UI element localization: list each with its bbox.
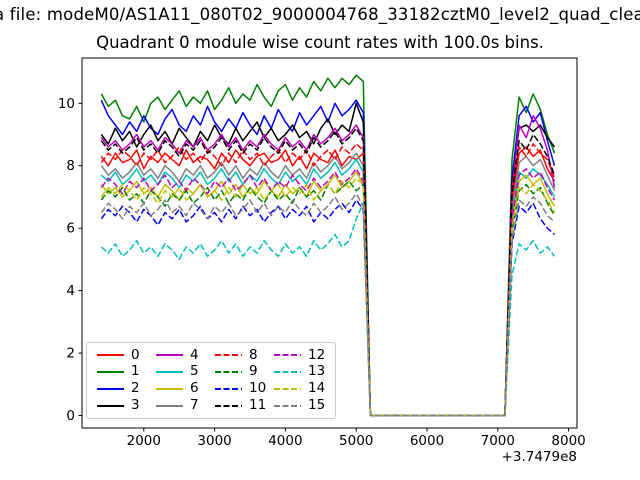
- legend-line-sample: [215, 354, 242, 357]
- series-line-10: [100, 199, 555, 417]
- legend-line-sample: [274, 371, 301, 374]
- legend-item-6: 6: [152, 381, 211, 398]
- legend-line-sample: [156, 387, 183, 390]
- legend-item-9: 9: [211, 364, 270, 381]
- legend-item-15: 15: [270, 397, 329, 414]
- legend-line-sample: [97, 354, 124, 357]
- legend-item-10: 10: [211, 381, 270, 398]
- legend-line-sample: [215, 371, 242, 374]
- legend-item-label: 1: [131, 363, 140, 380]
- legend-item-8: 8: [211, 347, 270, 364]
- legend-item-label: 5: [190, 363, 199, 380]
- legend-line-sample: [97, 387, 124, 390]
- legend-line-sample: [156, 404, 183, 407]
- x-tick-label: 3000: [197, 433, 231, 449]
- legend-item-0: 0: [93, 347, 152, 364]
- x-tick-label: 5000: [339, 433, 373, 449]
- legend-item-7: 7: [152, 397, 211, 414]
- x-axis-offset-label: +3.7479e8: [501, 449, 577, 465]
- y-tick-label: 4: [66, 283, 75, 299]
- legend-item-label: 7: [190, 396, 199, 413]
- legend-item-3: 3: [93, 397, 152, 414]
- legend-item-label: 8: [249, 346, 258, 363]
- legend-item-label: 2: [131, 380, 140, 397]
- axes-title: Quadrant 0 module wise count rates with …: [96, 33, 544, 52]
- legend-item-12: 12: [270, 347, 329, 364]
- y-tick-label: 8: [66, 158, 75, 174]
- legend-line-sample: [215, 387, 242, 390]
- legend-item-13: 13: [270, 364, 329, 381]
- legend-item-label: 11: [249, 396, 267, 413]
- legend-item-11: 11: [211, 397, 270, 414]
- y-tick-label: 2: [66, 346, 75, 362]
- legend-item-4: 4: [152, 347, 211, 364]
- legend-item-label: 10: [249, 380, 267, 397]
- y-tick-label: 6: [66, 221, 75, 237]
- legend-line-sample: [274, 404, 301, 407]
- legend-item-label: 0: [131, 346, 140, 363]
- y-tick-label: 0: [66, 408, 75, 424]
- legend-item-label: 14: [308, 380, 326, 397]
- axes-frame: [81, 57, 578, 429]
- legend-item-label: 9: [249, 363, 258, 380]
- legend-line-sample: [97, 404, 124, 407]
- legend-line-sample: [215, 404, 242, 407]
- x-tick-label: 6000: [410, 433, 444, 449]
- legend-item-label: 13: [308, 363, 326, 380]
- legend: 0 1 2 3 4 5 6 7 8 9 10 11 12 13 14 15: [86, 342, 336, 419]
- legend-item-1: 1: [93, 364, 152, 381]
- legend-item-5: 5: [152, 364, 211, 381]
- legend-line-sample: [156, 354, 183, 357]
- series-line-15: [100, 193, 555, 417]
- legend-line-sample: [274, 354, 301, 357]
- legend-item-label: 6: [190, 380, 199, 397]
- y-tick-label: 10: [58, 96, 75, 112]
- legend-line-sample: [156, 371, 183, 374]
- x-tick-label: 4000: [268, 433, 302, 449]
- legend-item-14: 14: [270, 381, 329, 398]
- legend-line-sample: [97, 371, 124, 374]
- legend-item-label: 12: [308, 346, 326, 363]
- x-tick-label: 8000: [551, 433, 585, 449]
- x-tick-label: 7000: [481, 433, 515, 449]
- legend-line-sample: [274, 387, 301, 390]
- legend-item-label: 15: [308, 396, 326, 413]
- legend-item-label: 4: [190, 346, 199, 363]
- x-tick-label: 2000: [127, 433, 161, 449]
- legend-item-2: 2: [93, 381, 152, 398]
- figure-title-filename: a file: modeM0/AS1A11_080T02_9000004768_…: [0, 5, 640, 24]
- legend-item-label: 3: [131, 396, 140, 413]
